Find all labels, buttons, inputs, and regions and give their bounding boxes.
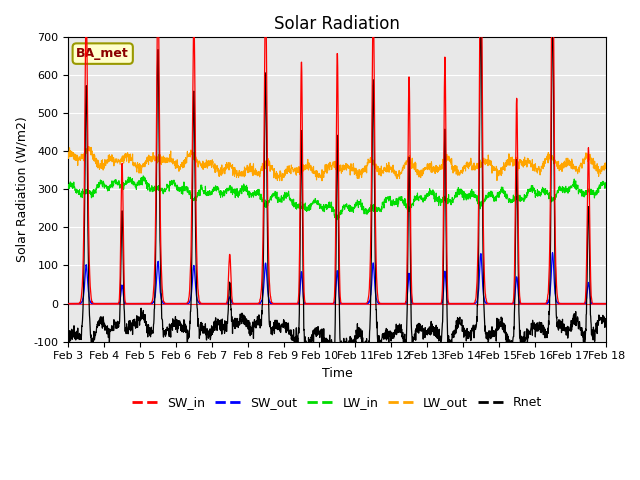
Title: Solar Radiation: Solar Radiation <box>275 15 400 33</box>
Legend: SW_in, SW_out, LW_in, LW_out, Rnet: SW_in, SW_out, LW_in, LW_out, Rnet <box>127 391 547 414</box>
Text: BA_met: BA_met <box>76 47 129 60</box>
X-axis label: Time: Time <box>322 367 353 380</box>
Y-axis label: Solar Radiation (W/m2): Solar Radiation (W/m2) <box>15 117 28 262</box>
